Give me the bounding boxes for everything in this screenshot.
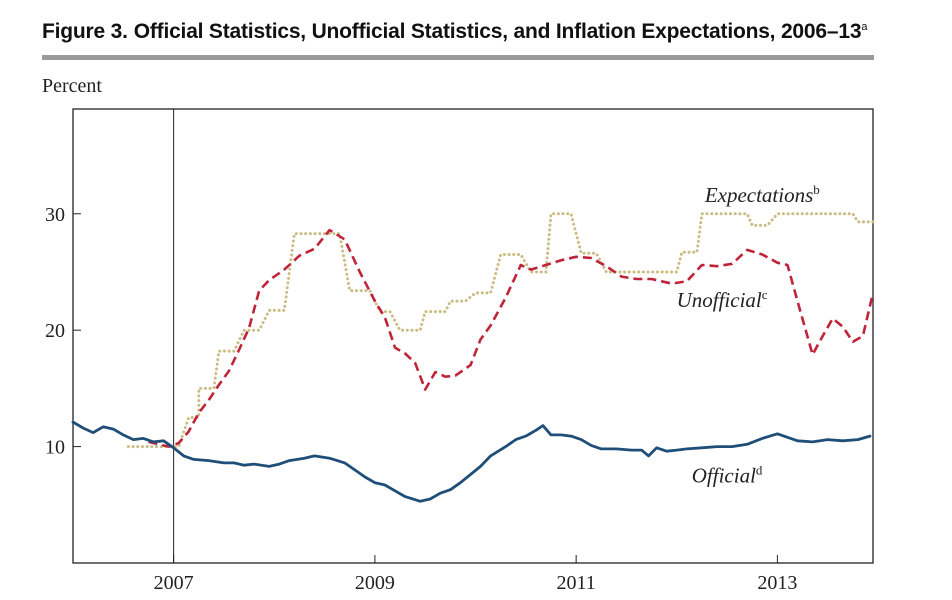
series-label-official: Officiald [692,463,763,488]
x-tick-label: 2013 [757,572,797,594]
y-tick-label: 30 [45,204,65,226]
y-axis-unit-label: Percent [42,75,102,97]
series-line-unofficial [148,228,875,448]
figure-title-text: Official Statistics, Unofficial Statisti… [133,20,862,43]
x-tick-label: 2011 [557,572,596,594]
plot-frame [72,108,874,564]
series-label-unofficial: Unofficialc [677,287,768,312]
y-tick-label: 20 [45,320,65,342]
figure-title: Figure 3. Official Statistics, Unofficial… [42,20,867,44]
series-line-official [71,420,872,503]
title-rule [42,55,874,60]
series-label-expectations: Expectationsb [704,182,820,207]
figure-number: Figure 3. [42,20,128,43]
figure-title-note: a [861,21,868,33]
x-tick-label: 2007 [154,572,194,594]
y-tick-label: 10 [45,437,65,459]
series-line-expectations [126,212,875,449]
x-tick-label: 2009 [355,572,395,594]
